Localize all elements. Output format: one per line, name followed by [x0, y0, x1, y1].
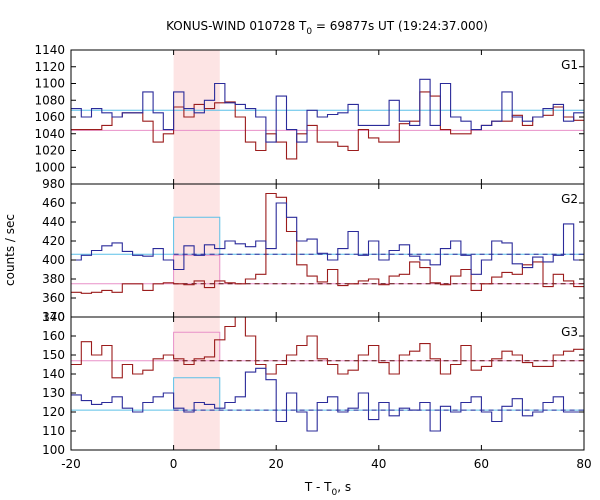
- x-tick-label: 20: [269, 457, 284, 471]
- y-tick-label-g1: 1140: [34, 43, 65, 57]
- y-tick-label-g2: 360: [42, 291, 65, 305]
- y-tick-label-g3: 100: [42, 443, 65, 457]
- y-tick-label-g3: 140: [42, 367, 65, 381]
- light-curve-blue-g1: [71, 78, 584, 143]
- shaded-interval-layer: [173, 50, 220, 450]
- y-tick-label-g3: 170: [42, 310, 65, 324]
- chart-title-rest: = 69877s UT (19:24:37.000): [312, 19, 488, 33]
- light-curve-red-g1: [71, 91, 584, 160]
- panel-label-g3: G3: [561, 325, 578, 339]
- light-curves-layer: [71, 78, 584, 432]
- segment-level-blue-g2: [173, 216, 221, 255]
- light-curve-red-g3: [71, 316, 584, 379]
- y-tick-label-g1: 1080: [34, 93, 65, 107]
- shaded-interval-g1: [173, 50, 220, 184]
- light-curve-blue-g2: [71, 202, 584, 275]
- y-tick-label-g1: 1120: [34, 60, 65, 74]
- light-curve-blue-g3: [71, 367, 584, 432]
- chart-title: KONUS-WIND 010728 T0 = 69877s UT (19:24:…: [166, 19, 488, 37]
- y-tick-label-g1: 1000: [34, 160, 65, 174]
- y-tick-label-g3: 150: [42, 348, 65, 362]
- x-tick-label: -20: [61, 457, 81, 471]
- x-axis-label: T - T0, s: [304, 480, 351, 498]
- segment-level-red-g3: [173, 331, 221, 361]
- y-tick-label-g2: 460: [42, 196, 65, 210]
- axes-layer: 98010001020104010601080110011201140G1340…: [34, 43, 591, 471]
- x-axis-label-rest: , s: [337, 480, 351, 494]
- y-tick-label-g2: 440: [42, 215, 65, 229]
- y-tick-label-g3: 120: [42, 405, 65, 419]
- shaded-interval-g2: [173, 184, 220, 317]
- panel-label-g2: G2: [561, 192, 578, 206]
- panel-frame-g2: [70, 183, 585, 318]
- y-tick-label-g3: 110: [42, 424, 65, 438]
- x-tick-label: 80: [576, 457, 591, 471]
- y-tick-label-g1: 1060: [34, 110, 65, 124]
- y-axis-label: counts / sec: [3, 214, 17, 286]
- chart-title-subscript: 0: [306, 27, 312, 37]
- x-axis-label-main: T - T: [304, 480, 332, 494]
- x-tick-label: 60: [474, 457, 489, 471]
- y-tick-label-g2: 380: [42, 272, 65, 286]
- y-tick-label-g3: 130: [42, 386, 65, 400]
- x-tick-label: 0: [170, 457, 178, 471]
- light-curve-red-g2: [71, 192, 584, 294]
- y-tick-label-g2: 400: [42, 253, 65, 267]
- panel-label-g1: G1: [561, 58, 578, 72]
- y-tick-label-g3: 160: [42, 329, 65, 343]
- shaded-interval-g3: [173, 317, 220, 450]
- y-tick-label-g1: 980: [42, 177, 65, 191]
- y-tick-label-g2: 420: [42, 234, 65, 248]
- x-tick-label: 40: [371, 457, 386, 471]
- y-tick-label-g2: 340: [42, 310, 65, 324]
- x-axis-label-subscript: 0: [332, 488, 338, 498]
- panel-frame-g3: [70, 316, 585, 451]
- y-tick-label-g1: 1100: [34, 77, 65, 91]
- y-tick-label-g1: 1020: [34, 144, 65, 158]
- y-tick-label-g1: 1040: [34, 127, 65, 141]
- chart-title-main: KONUS-WIND 010728 T: [166, 19, 307, 33]
